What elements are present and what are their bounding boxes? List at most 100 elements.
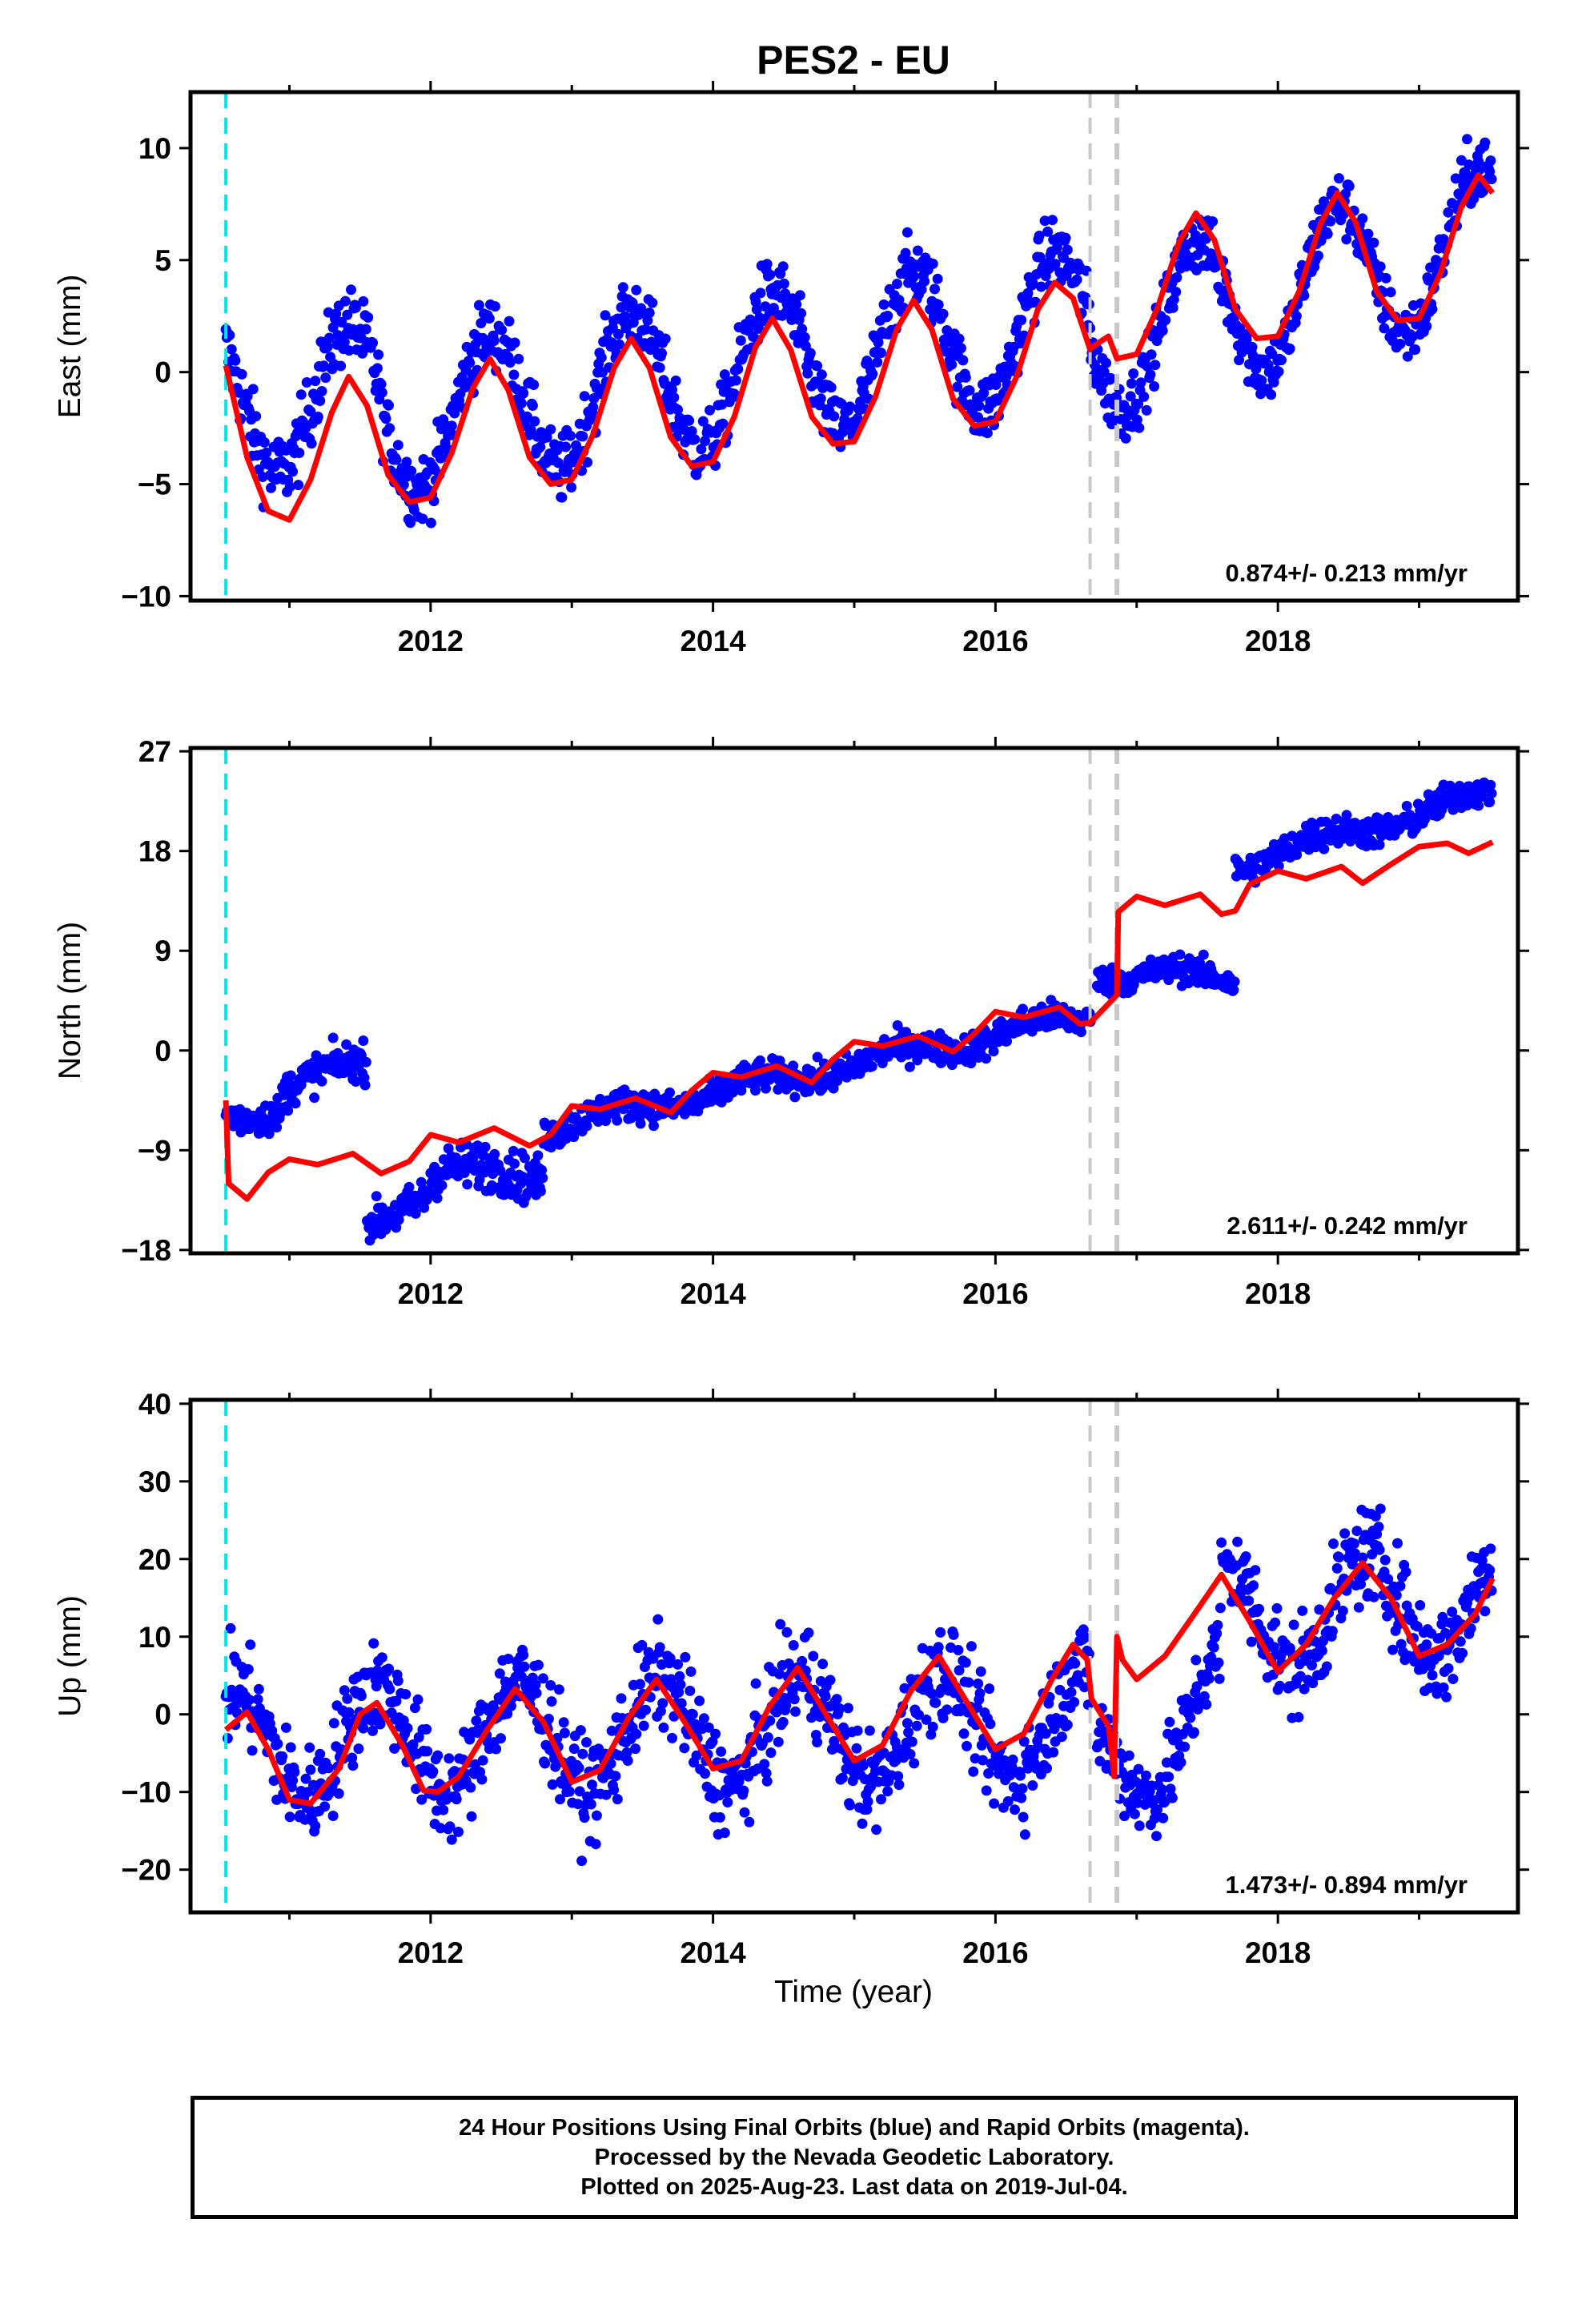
east-data-point [938,308,949,320]
north-data-point [817,1084,828,1094]
east-data-points [220,134,1497,529]
north-data-point [537,1172,548,1184]
north-data-point [812,1051,823,1063]
east-data-point [631,284,642,296]
east-data-point [566,482,577,493]
up-data-point [1027,1780,1038,1791]
up-data-point [966,1641,977,1652]
up-data-point [1480,1606,1491,1617]
north-data-point [581,1120,592,1132]
up-data-point [1016,1792,1027,1803]
east-data-point [406,465,417,476]
up-data-point [1010,1804,1020,1815]
up-data-point [1299,1683,1310,1695]
north-data-point [508,1145,519,1156]
east-data-point [1106,372,1116,384]
up-data-point [905,1749,916,1759]
east-data-point [791,299,802,310]
up-data-point [962,1740,972,1751]
up-data-point [1203,1673,1215,1684]
east-data-point [1050,259,1061,270]
north-data-point [901,1027,912,1038]
east-data-point [882,310,893,321]
east-data-point [760,301,771,312]
up-data-point [579,1812,590,1823]
up-y-tick-label: 40 [139,1388,171,1421]
up-data-point [861,1804,873,1815]
up-data-point [759,1759,770,1770]
east-data-point [1135,377,1146,388]
east-data-point [1486,174,1497,185]
east-data-point [1267,348,1278,360]
up-data-point [243,1664,254,1675]
east-data-point [812,360,823,372]
up-data-point [1447,1674,1459,1684]
up-data-point [616,1693,627,1704]
north-data-point [1473,800,1484,811]
north-data-point [804,1086,815,1097]
east-data-point [358,296,369,307]
east-data-point [596,352,607,363]
east-data-point [226,344,237,355]
east-x-tick-label: 2016 [962,625,1028,657]
up-y-tick-label: 10 [139,1621,171,1654]
east-data-point [331,308,342,320]
east-data-point [952,381,963,392]
east-data-point [552,457,564,468]
up-data-point [1476,1555,1488,1566]
up-data-point [655,1706,666,1717]
up-data-point [1062,1719,1073,1731]
east-data-point [521,411,532,422]
east-data-point [930,283,940,295]
east-data-point [919,275,930,287]
north-model-curve [223,839,1494,1202]
east-data-point [1368,237,1379,248]
east-data-point [765,269,776,280]
east-data-point [401,456,412,468]
up-data-point [353,1743,364,1755]
up-data-point [446,1834,457,1845]
up-data-point [1337,1606,1348,1616]
north-data-point [789,1092,801,1103]
up-data-point [1119,1811,1130,1822]
east-data-point [327,322,339,333]
north-x-tick-label: 2018 [1245,1277,1311,1310]
north-data-point [410,1208,421,1219]
north-data-point [489,1148,500,1160]
north-data-point [499,1189,510,1200]
up-data-point [1395,1638,1407,1650]
north-data-point [1228,984,1239,995]
up-data-point [673,1659,683,1670]
east-data-point [541,432,552,443]
east-data-point [516,398,527,409]
up-data-point [590,1839,601,1850]
up-data-point [1215,1602,1226,1614]
east-data-point [579,391,590,402]
up-data-point [466,1811,477,1822]
up-panel: −20 −10 0 10 20 30 40 2012 2014 2016 2018 Up (mm) 1.… [53,1388,1529,1969]
east-data-point [335,360,347,372]
up-data-point [1189,1727,1199,1738]
east-data-point [560,441,572,452]
east-data-point [1141,404,1152,416]
up-data-point [864,1725,875,1736]
up-data-point [550,1761,561,1772]
east-data-point [582,456,593,468]
up-data-point [994,1768,1004,1779]
up-data-point [1213,1657,1224,1668]
up-data-point [1484,1565,1496,1576]
east-data-point [697,416,709,427]
east-data-point [1421,320,1432,332]
east-data-point [1134,422,1145,433]
up-data-point [1056,1731,1067,1743]
up-data-point [1250,1565,1261,1576]
east-data-point [964,385,975,396]
east-data-point [1034,251,1046,263]
east-data-point [1322,228,1333,239]
east-data-point [974,400,985,412]
up-data-point [280,1722,291,1733]
up-data-point [1275,1680,1285,1691]
up-data-point [416,1794,428,1805]
north-data-point [750,1085,761,1096]
east-data-point [750,296,761,308]
